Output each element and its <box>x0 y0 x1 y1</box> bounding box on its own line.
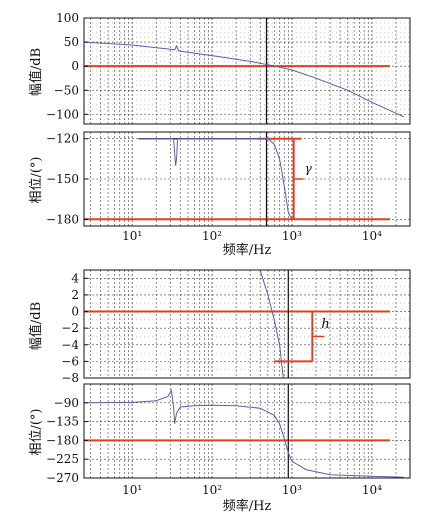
y-tick-label: −225 <box>46 452 79 466</box>
x-tick-label: 10¹ <box>122 229 142 243</box>
gamma-annotation: γ <box>305 161 313 175</box>
y-tick-label: −6 <box>61 354 79 368</box>
y-tick-label: 50 <box>64 35 79 49</box>
y-tick-label: 100 <box>56 11 79 25</box>
y-tick-label: −180 <box>46 212 79 226</box>
y-axis-label: 相位/(°) <box>29 156 44 203</box>
y-tick-label: −4 <box>61 338 79 352</box>
y-tick-label: 0 <box>71 305 79 319</box>
y-axis-label: 相位/(°) <box>29 408 44 455</box>
series-line <box>138 138 293 220</box>
y-tick-label: −2 <box>61 321 79 335</box>
y-axis-label: 幅值/dB <box>28 302 44 350</box>
y-tick-label: 4 <box>71 271 79 285</box>
x-tick-label: 10⁴ <box>362 229 382 243</box>
x-tick-label: 10³ <box>282 229 302 243</box>
h-annotation: h <box>321 317 329 332</box>
grid-layer <box>84 17 411 479</box>
y-tick-label: −90 <box>54 396 79 410</box>
y-tick-label: 0 <box>71 59 79 73</box>
y-axis-label: 幅值/dB <box>28 48 44 96</box>
x-axis-label: 频率/Hz <box>223 498 272 514</box>
axes-frame <box>83 383 411 479</box>
reference-lines-layer <box>84 18 390 478</box>
x-axis-label: 频率/Hz <box>223 242 272 258</box>
frames-layer <box>83 17 411 479</box>
series-line <box>259 269 284 379</box>
series-line <box>83 41 404 118</box>
x-tick-label: 10² <box>202 229 222 243</box>
y-tick-label: −135 <box>46 415 79 429</box>
series-line <box>83 388 404 478</box>
y-tick-label: −150 <box>46 172 79 186</box>
y-tick-label: −270 <box>46 471 79 485</box>
x-tick-label: 10² <box>202 483 222 497</box>
series-layer <box>83 41 404 478</box>
x-tick-label: 10³ <box>282 483 302 497</box>
y-tick-label: −8 <box>61 371 79 385</box>
x-tick-label: 10⁴ <box>362 483 382 497</box>
y-tick-label: −100 <box>46 107 79 121</box>
y-tick-label: −180 <box>46 433 79 447</box>
x-tick-label: 10¹ <box>122 483 142 497</box>
y-tick-label: −120 <box>46 132 79 146</box>
y-tick-label: 2 <box>71 288 79 302</box>
axes-frame <box>83 17 411 125</box>
y-tick-label: −50 <box>54 83 79 97</box>
axes-frame <box>83 269 411 379</box>
